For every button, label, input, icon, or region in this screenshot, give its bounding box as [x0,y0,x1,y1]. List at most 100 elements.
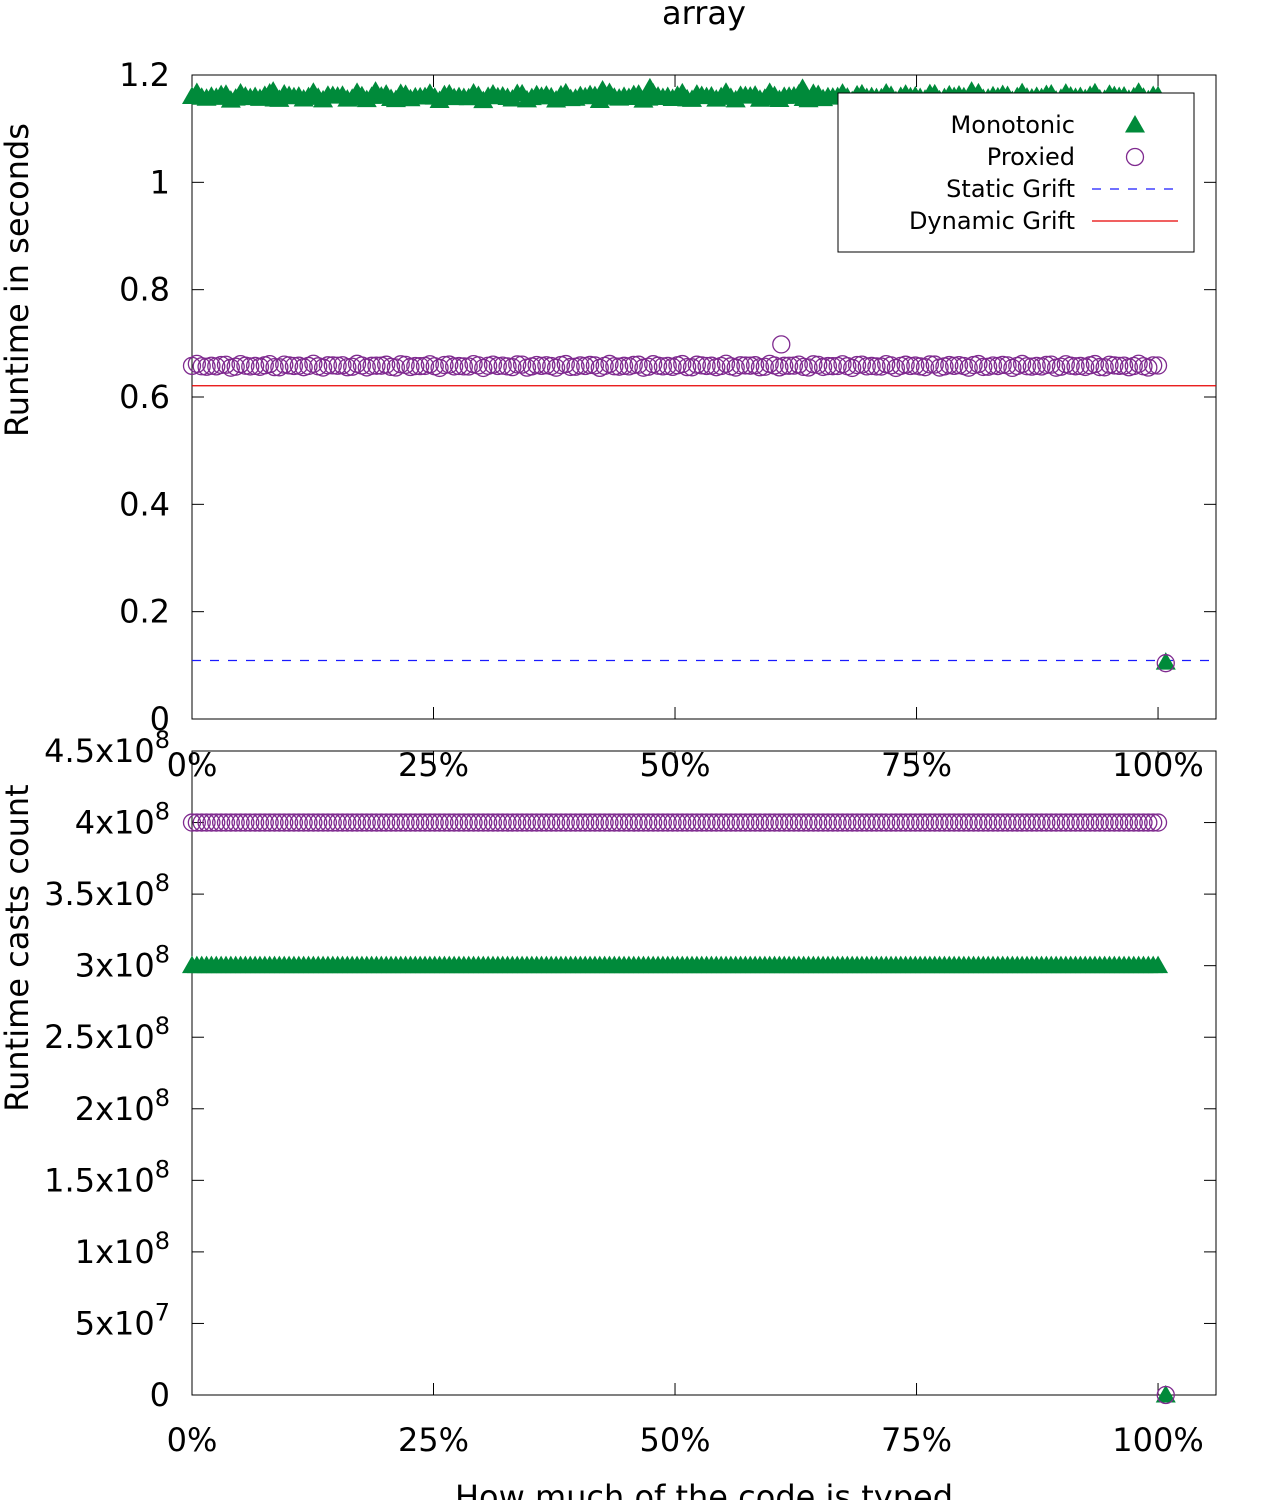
proxied-point [799,358,818,377]
proxied-point [503,357,522,377]
proxied-point [779,813,799,832]
proxied-point [396,813,415,832]
proxied-point [867,357,886,376]
proxied-point [260,813,279,832]
proxied-point [508,355,527,374]
proxied-point [1156,1385,1175,1405]
legend-label: Monotonic [951,111,1075,139]
proxied-point [1061,813,1080,832]
chart-title: array [662,0,746,32]
proxied-point [847,813,867,832]
proxied-point [377,813,396,832]
monotonic-point [263,81,284,99]
proxied-point [1144,356,1163,375]
proxied-point [813,813,833,832]
proxied-point [930,813,949,832]
proxied-point [716,354,736,373]
y-tick-label: 3.5x108 [44,869,170,913]
proxied-point [1080,813,1100,832]
proxied-point [1022,813,1041,832]
y-tick-label: 0.8 [119,271,170,309]
proxied-point [318,356,338,375]
proxied-point [614,813,634,832]
y-tick-label: 4x108 [75,798,170,842]
proxied-point [673,354,692,374]
proxied-point [488,813,507,832]
y-tick-exponent: 8 [155,798,170,826]
proxied-point [585,813,605,832]
legend-label: Static Grift [946,175,1075,203]
x-axis-title: How much of the code is typed [455,1478,953,1500]
proxied-point [745,813,765,832]
proxied-point [313,813,333,832]
proxied-point [241,813,260,832]
proxied-point [488,356,507,376]
y-tick-mantissa: 2.5x10 [44,1018,155,1056]
y-tick-label: 2.5x108 [44,1012,170,1056]
proxied-point [726,813,745,832]
proxied-point [847,355,867,375]
y-tick-mantissa: 3x10 [75,947,155,985]
proxied-point [1027,356,1046,376]
proxied-point [838,813,857,832]
proxied-point [435,355,454,375]
proxied-point [741,813,760,832]
proxied-point [1051,357,1071,376]
legend-marker [1125,147,1145,167]
proxied-point [241,357,260,376]
proxied-point [619,813,639,832]
proxied-point [794,813,813,832]
y-tick-label: 0.4 [119,485,170,523]
proxied-point [843,358,862,378]
proxied-point [993,355,1012,375]
x-tick-label: 25% [398,1421,469,1459]
monotonic-point [792,78,813,96]
proxied-point [299,813,318,832]
proxied-point [279,356,299,375]
proxied-point [328,356,347,375]
proxied-point [828,813,847,832]
proxied-point [600,813,619,832]
x-tick-label: 100% [1112,1421,1203,1459]
monotonic-point [1155,1385,1176,1403]
proxied-point [755,357,774,376]
proxied-point [678,813,697,832]
proxied-point [711,813,731,832]
proxied-point [692,356,711,375]
proxied-point [857,357,876,376]
proxied-point [993,813,1012,832]
proxied-point [682,813,702,832]
proxied-point [580,355,600,375]
proxied-point [333,813,352,832]
proxied-point [449,813,469,832]
x-tick-label: 75% [881,1421,952,1459]
proxied-point [901,813,920,832]
proxied-point [406,813,425,832]
monotonic-point [1155,652,1176,670]
proxied-point [731,813,750,832]
proxied-point [415,813,435,832]
proxied-point [483,813,503,832]
proxied-point [546,813,566,832]
proxied-point [653,357,673,376]
proxied-point [687,355,707,374]
proxied-point [556,813,575,832]
proxied-point [343,813,362,832]
proxied-point [988,813,1007,832]
y-tick-exponent: 8 [155,1084,170,1112]
proxied-point [804,813,823,832]
proxied-point [610,813,629,832]
proxied-point [391,355,410,374]
proxied-point [653,813,673,832]
proxied-point [474,813,493,832]
proxied-point [284,813,304,832]
proxied-point [532,356,551,376]
proxied-point [362,813,381,832]
proxied-point [954,813,974,832]
proxied-point [605,357,624,376]
proxied-point [716,813,736,832]
y-tick-label: 5x107 [75,1298,170,1342]
proxied-point [1051,813,1071,832]
proxied-point [1129,813,1148,832]
proxied-point [512,813,532,832]
